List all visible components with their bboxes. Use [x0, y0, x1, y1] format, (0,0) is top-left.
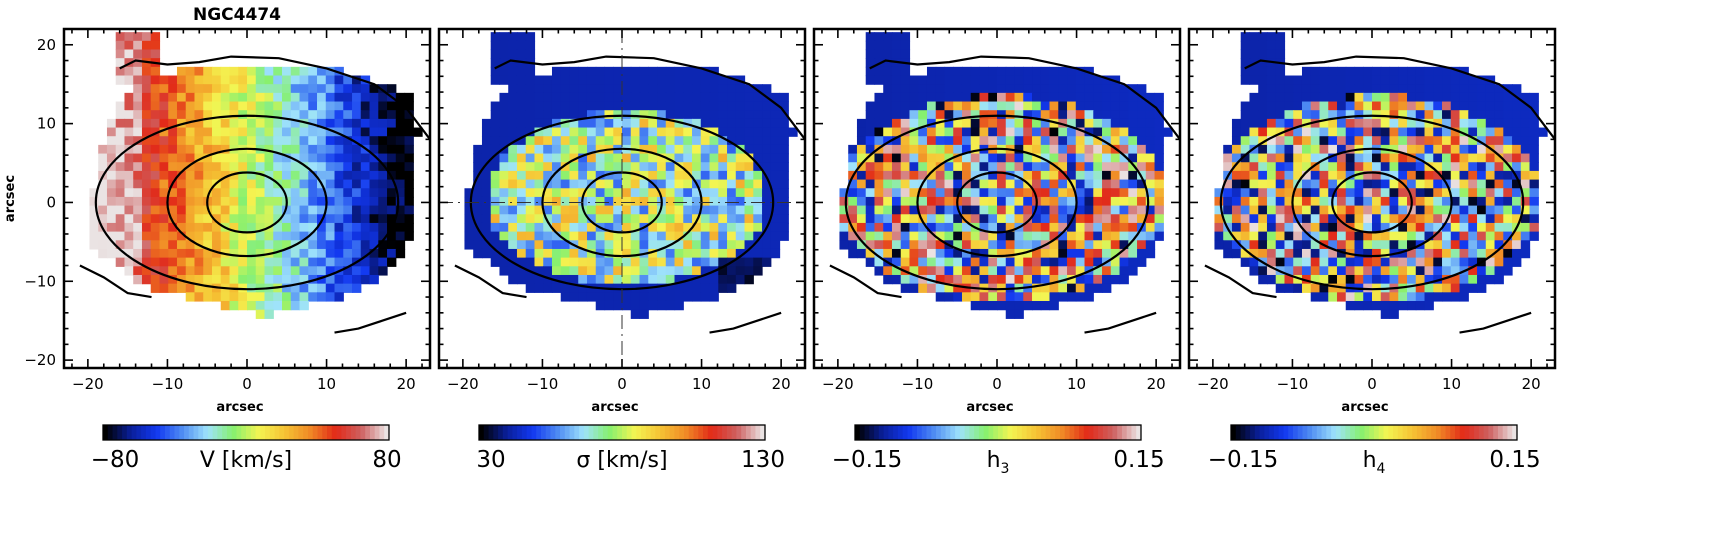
outer-contour — [1244, 55, 1555, 141]
panel-velocity: −20 −10 0 10 20 arcsec 20 10 0 −10 −20 arcsec −80 80 V… — [3, 27, 432, 473]
colorbar-max-label: 0.15 — [1113, 447, 1164, 473]
object-title: NGC4474 — [193, 5, 281, 25]
x-tick-label: 10 — [1067, 375, 1086, 393]
colorbar-min-label: 30 — [476, 447, 505, 473]
x-tick-label: 0 — [242, 375, 252, 393]
y-tick-label: 10 — [37, 115, 56, 133]
x-tick-label: −10 — [1277, 375, 1309, 393]
axis-ticks — [64, 29, 430, 368]
map-cells — [1204, 32, 1555, 334]
x-tick-label: 10 — [1442, 375, 1461, 393]
x-tick-label: 0 — [992, 375, 1002, 393]
axis-ticks — [1189, 29, 1555, 368]
x-tick-label: −10 — [902, 375, 934, 393]
outer-contour-right — [709, 311, 782, 334]
contour-3 — [1219, 114, 1525, 291]
x-axis-label: arcsec — [966, 400, 1013, 415]
isophote-contours — [1204, 55, 1555, 334]
outer-contour-left — [79, 264, 152, 299]
x-tick-label: 10 — [317, 375, 336, 393]
y-tick-label: −10 — [24, 272, 56, 290]
contour-2 — [916, 147, 1078, 258]
colorbar-min-label: −80 — [91, 447, 140, 473]
panel-h4: −20 −10 0 10 20 arcsec −0.15 0.15 h4 — [1187, 27, 1557, 477]
x-tick-label: 10 — [692, 375, 711, 393]
colorbar-min-label: −0.15 — [832, 447, 902, 473]
x-axis-label: arcsec — [216, 400, 263, 415]
colorbar-max-label: 80 — [372, 447, 401, 473]
outer-contour-right — [1084, 311, 1157, 334]
contour-1 — [1331, 171, 1413, 234]
outer-contour — [494, 55, 805, 141]
colorbar-title: V [km/s] — [200, 448, 292, 473]
colorbar: 30 130 σ [km/s] — [476, 424, 785, 473]
colorbar-title: h3 — [987, 448, 1010, 477]
colorbar-title: σ [km/s] — [576, 448, 667, 473]
x-axis-label: arcsec — [1341, 400, 1388, 415]
outer-contour — [869, 55, 1180, 141]
y-axis-label: arcsec — [3, 175, 18, 222]
x-tick-label: −20 — [72, 375, 104, 393]
map-cells — [829, 32, 1180, 334]
contour-2 — [166, 147, 328, 258]
contour-3 — [94, 114, 400, 291]
axis-ticks — [814, 29, 1180, 368]
x-tick-label: 20 — [397, 375, 416, 393]
contour-2 — [1291, 147, 1453, 258]
map-cells — [79, 32, 430, 334]
outer-contour-left — [1204, 264, 1277, 299]
outer-contour-left — [454, 264, 527, 299]
contour-3 — [844, 114, 1150, 291]
x-tick-label: 20 — [1147, 375, 1166, 393]
colorbar: −0.15 0.15 h4 — [1208, 424, 1541, 477]
x-tick-label: 20 — [1522, 375, 1541, 393]
x-tick-label: 0 — [1367, 375, 1377, 393]
x-tick-label: −10 — [527, 375, 559, 393]
contour-1 — [206, 171, 288, 234]
x-tick-label: −20 — [822, 375, 854, 393]
colorbar-max-label: 130 — [741, 447, 785, 473]
y-tick-label: 20 — [37, 36, 56, 54]
x-tick-label: 20 — [772, 375, 791, 393]
axis-ticks — [439, 29, 805, 368]
y-tick-label: −20 — [24, 351, 56, 369]
contour-1 — [956, 171, 1038, 234]
outer-contour-left — [829, 264, 902, 299]
x-tick-label: −20 — [1197, 375, 1229, 393]
x-tick-label: −20 — [447, 375, 479, 393]
y-tick-label: 0 — [46, 193, 56, 211]
x-tick-label: 0 — [617, 375, 627, 393]
panel-h3: −20 −10 0 10 20 arcsec −0.15 0.15 h3 — [812, 27, 1182, 477]
colorbar-min-label: −0.15 — [1208, 447, 1278, 473]
map-cells — [439, 29, 805, 368]
isophote-contours — [79, 55, 430, 334]
colorbar: −80 80 V [km/s] — [91, 424, 402, 473]
outer-contour — [119, 55, 430, 141]
outer-contour-right — [334, 311, 407, 334]
colorbar-title: h4 — [1363, 448, 1386, 477]
colorbar-max-label: 0.15 — [1489, 447, 1540, 473]
outer-contour-right — [1459, 311, 1532, 334]
x-tick-label: −10 — [152, 375, 184, 393]
isophote-contours — [829, 55, 1180, 334]
x-axis-label: arcsec — [591, 400, 638, 415]
panel-velocity-dispersion: −20 −10 0 10 20 arcsec 30 130 σ [km/s] — [437, 27, 807, 473]
colorbar: −0.15 0.15 h3 — [832, 424, 1165, 477]
